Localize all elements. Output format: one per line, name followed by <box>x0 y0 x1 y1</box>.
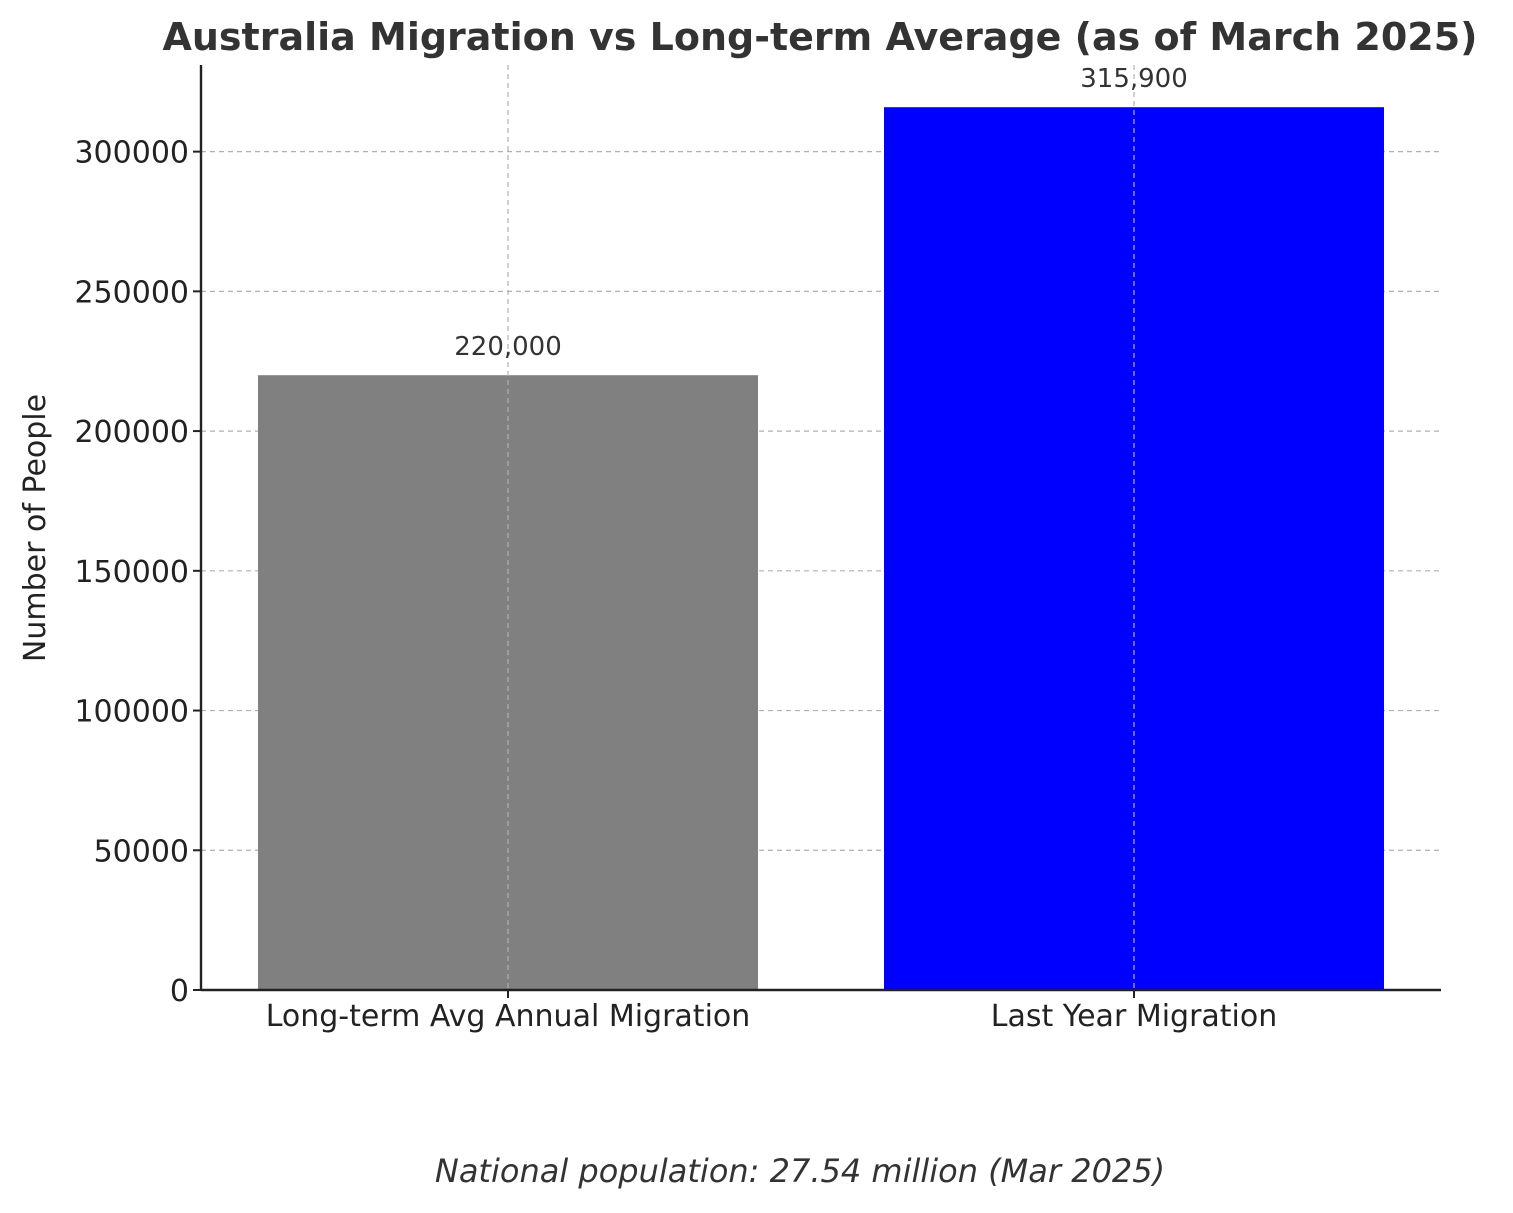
bar-data-label: 220,000 <box>454 332 562 362</box>
bar-data-label: 315,900 <box>1080 64 1188 94</box>
axis-layer <box>193 65 1441 998</box>
y-tick-label: 200000 <box>74 415 189 450</box>
y-axis-label: Number of People <box>18 394 53 662</box>
y-tick-label: 50000 <box>94 834 189 869</box>
y-tick-label: 150000 <box>74 555 189 590</box>
bar-layer <box>258 107 1384 991</box>
x-tick-label: Last Year Migration <box>991 999 1278 1034</box>
x-tick-label: Long-term Avg Annual Migration <box>266 999 751 1034</box>
y-tick-label: 250000 <box>74 275 189 310</box>
footnote-annotation: National population: 27.54 million (Mar … <box>435 1152 1165 1190</box>
y-tick-label: 100000 <box>74 695 189 730</box>
y-tick-label: 300000 <box>74 136 189 171</box>
vertical-grid-layer <box>507 65 1135 990</box>
label-layer: 0 50000 100000 150000 200000 250000 300000 Long… <box>74 64 1277 1034</box>
chart-title: Australia Migration vs Long-term Average… <box>162 15 1477 59</box>
y-tick-label: 0 <box>170 974 189 1009</box>
